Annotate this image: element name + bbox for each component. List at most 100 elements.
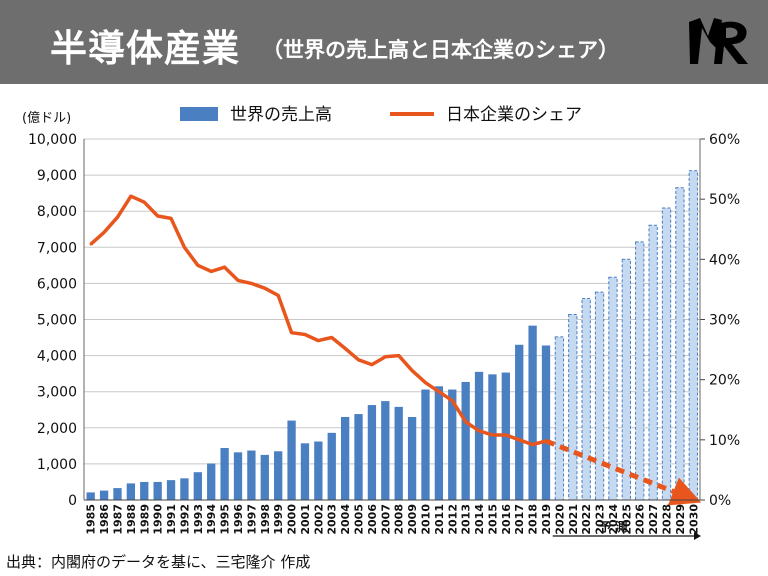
- y-left-tick-label: 8,000: [37, 204, 77, 220]
- legend-bar-label: 世界の売上高: [230, 105, 332, 125]
- bar: [247, 450, 256, 500]
- share-point: [290, 331, 293, 334]
- bar: [515, 344, 524, 500]
- share-point: [491, 433, 494, 437]
- x-tick-label: 2026: [634, 504, 647, 535]
- bar: [207, 463, 216, 500]
- x-tick-label: 2030: [687, 504, 700, 535]
- x-tick-label: 2027: [647, 504, 660, 535]
- bar: [180, 478, 189, 500]
- y-right-tick-label: 60%: [709, 132, 740, 148]
- y-left-tick-label: 5,000: [37, 313, 77, 329]
- mr-logo-icon: [689, 18, 748, 64]
- x-tick-label: 1992: [178, 504, 191, 535]
- x-tick-label: 1990: [152, 504, 165, 535]
- forecast-bar: [648, 224, 658, 501]
- x-tick-label: 2017: [513, 504, 526, 535]
- share-point: [303, 333, 307, 336]
- bar: [327, 432, 336, 500]
- y-right-tick-label: 40%: [709, 252, 740, 268]
- forecast-bar: [594, 291, 605, 501]
- forecast-bracket-arrow: [694, 532, 701, 540]
- bar: [113, 488, 122, 500]
- y-left-tick-label: 6,000: [37, 276, 77, 292]
- bar: [314, 441, 323, 500]
- share-point: [317, 339, 320, 342]
- share-point: [370, 363, 374, 366]
- y-right-tick-label: 0%: [709, 493, 731, 509]
- x-tick-label: 2023: [594, 504, 607, 535]
- forecast-bar: [621, 258, 631, 501]
- x-tick-label: 1996: [232, 504, 245, 535]
- bar: [381, 401, 390, 500]
- y-left-tick-label: 4,000: [37, 349, 77, 365]
- share-point: [156, 214, 159, 218]
- legend-line-label: 日本企業のシェア: [446, 105, 582, 125]
- x-tick-label: 2002: [312, 504, 325, 535]
- bar: [528, 325, 537, 500]
- y-left-tick-label: 1,000: [37, 457, 77, 473]
- x-tick-label: 2021: [567, 504, 580, 535]
- bar: [340, 416, 350, 500]
- x-tick-label: 2009: [406, 504, 419, 535]
- bar: [367, 405, 377, 500]
- bar: [488, 374, 497, 500]
- bar: [220, 448, 229, 500]
- x-tick-label: 1986: [98, 504, 111, 535]
- x-tick-label: 2020: [553, 504, 566, 535]
- bar: [99, 490, 109, 500]
- x-tick-label: 2013: [460, 504, 473, 535]
- share-point: [477, 429, 481, 433]
- x-tick-label: 2010: [419, 504, 432, 535]
- x-tick-label: 2006: [366, 504, 379, 535]
- share-point: [116, 216, 119, 219]
- bar: [86, 492, 95, 500]
- combo-chart: 0 1,000 2,000 3,000 4,000 5,000 6,000 7,000 8,00…: [22, 105, 740, 540]
- bar: [461, 381, 470, 500]
- x-tick-label: 2015: [486, 504, 499, 535]
- forecast-bar: [554, 336, 565, 501]
- page-subtitle: （世界の売上高と日本企業のシェア）: [262, 38, 619, 62]
- x-tick-label: 1993: [192, 504, 205, 535]
- share-point: [102, 231, 106, 234]
- chart-panel: 0 1,000 2,000 3,000 4,000 5,000 6,000 7,000 8,00…: [0, 84, 768, 546]
- share-point: [397, 354, 400, 357]
- x-tick-label: 1999: [272, 504, 285, 535]
- bar: [140, 481, 149, 500]
- x-tick-label: 2012: [446, 504, 459, 535]
- share-point: [89, 243, 92, 246]
- x-tick-label: 1998: [259, 504, 272, 535]
- x-tick-label: 1995: [219, 504, 232, 535]
- bar: [407, 416, 417, 500]
- share-point: [437, 390, 441, 393]
- x-tick-label: 1994: [205, 504, 218, 535]
- forecast-bar: [581, 298, 591, 501]
- x-tick-label: 2025: [620, 504, 633, 535]
- share-point: [263, 287, 266, 290]
- share-point: [518, 438, 521, 442]
- share-point: [384, 355, 387, 359]
- x-tick-label: 2029: [674, 504, 687, 535]
- bar: [394, 406, 403, 500]
- share-point: [210, 270, 213, 273]
- x-tick-label: 1988: [125, 504, 138, 535]
- y-right-tick-label: 10%: [709, 433, 740, 449]
- bar: [354, 414, 363, 500]
- bar: [260, 454, 269, 500]
- share-point: [129, 194, 133, 198]
- forecast-bar: [568, 313, 578, 501]
- share-point: [276, 294, 280, 297]
- x-tick-label: 2008: [393, 504, 406, 535]
- x-tick-label: 2000: [286, 504, 299, 535]
- x-tick-label: 1991: [165, 504, 178, 535]
- share-point: [531, 443, 534, 446]
- x-tick-label: 1989: [138, 504, 151, 535]
- x-tick-label: 2014: [473, 504, 486, 535]
- y-left-tick-label: 7,000: [37, 240, 77, 256]
- y-left-tick-label: 3,000: [37, 385, 77, 401]
- forecast-bar: [661, 207, 672, 501]
- bar: [126, 483, 136, 500]
- bar: [193, 472, 202, 500]
- share-point: [464, 420, 467, 423]
- bar: [541, 345, 551, 500]
